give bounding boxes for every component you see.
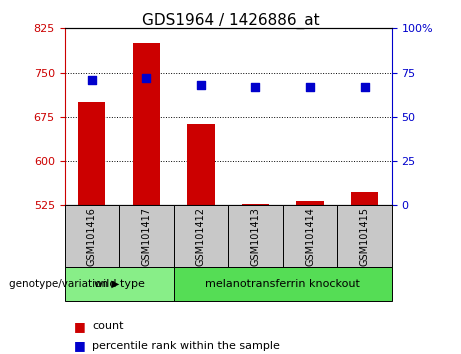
Text: ■: ■: [74, 320, 85, 333]
Text: GSM101413: GSM101413: [250, 207, 260, 266]
Text: wild type: wild type: [94, 279, 145, 289]
Text: count: count: [92, 321, 124, 331]
Point: [142, 75, 150, 81]
Bar: [242, 204, 269, 205]
Bar: [351, 192, 378, 205]
Text: percentile rank within the sample: percentile rank within the sample: [92, 341, 280, 351]
Text: melanotransferrin knockout: melanotransferrin knockout: [205, 279, 360, 289]
Bar: [187, 125, 214, 205]
Text: GSM101412: GSM101412: [196, 207, 206, 266]
Point: [361, 84, 368, 90]
Text: GSM101417: GSM101417: [142, 207, 151, 266]
Text: ■: ■: [74, 339, 85, 352]
Bar: [296, 201, 324, 205]
Point: [306, 84, 313, 90]
Point: [252, 84, 259, 90]
Point: [88, 77, 95, 82]
Text: genotype/variation ▶: genotype/variation ▶: [9, 279, 119, 289]
Text: GSM101415: GSM101415: [360, 207, 370, 266]
Point: [197, 82, 205, 88]
Text: GDS1964 / 1426886_at: GDS1964 / 1426886_at: [142, 12, 319, 29]
Bar: [133, 43, 160, 205]
Bar: [78, 102, 106, 205]
Text: GSM101416: GSM101416: [87, 207, 97, 266]
Text: GSM101414: GSM101414: [305, 207, 315, 266]
